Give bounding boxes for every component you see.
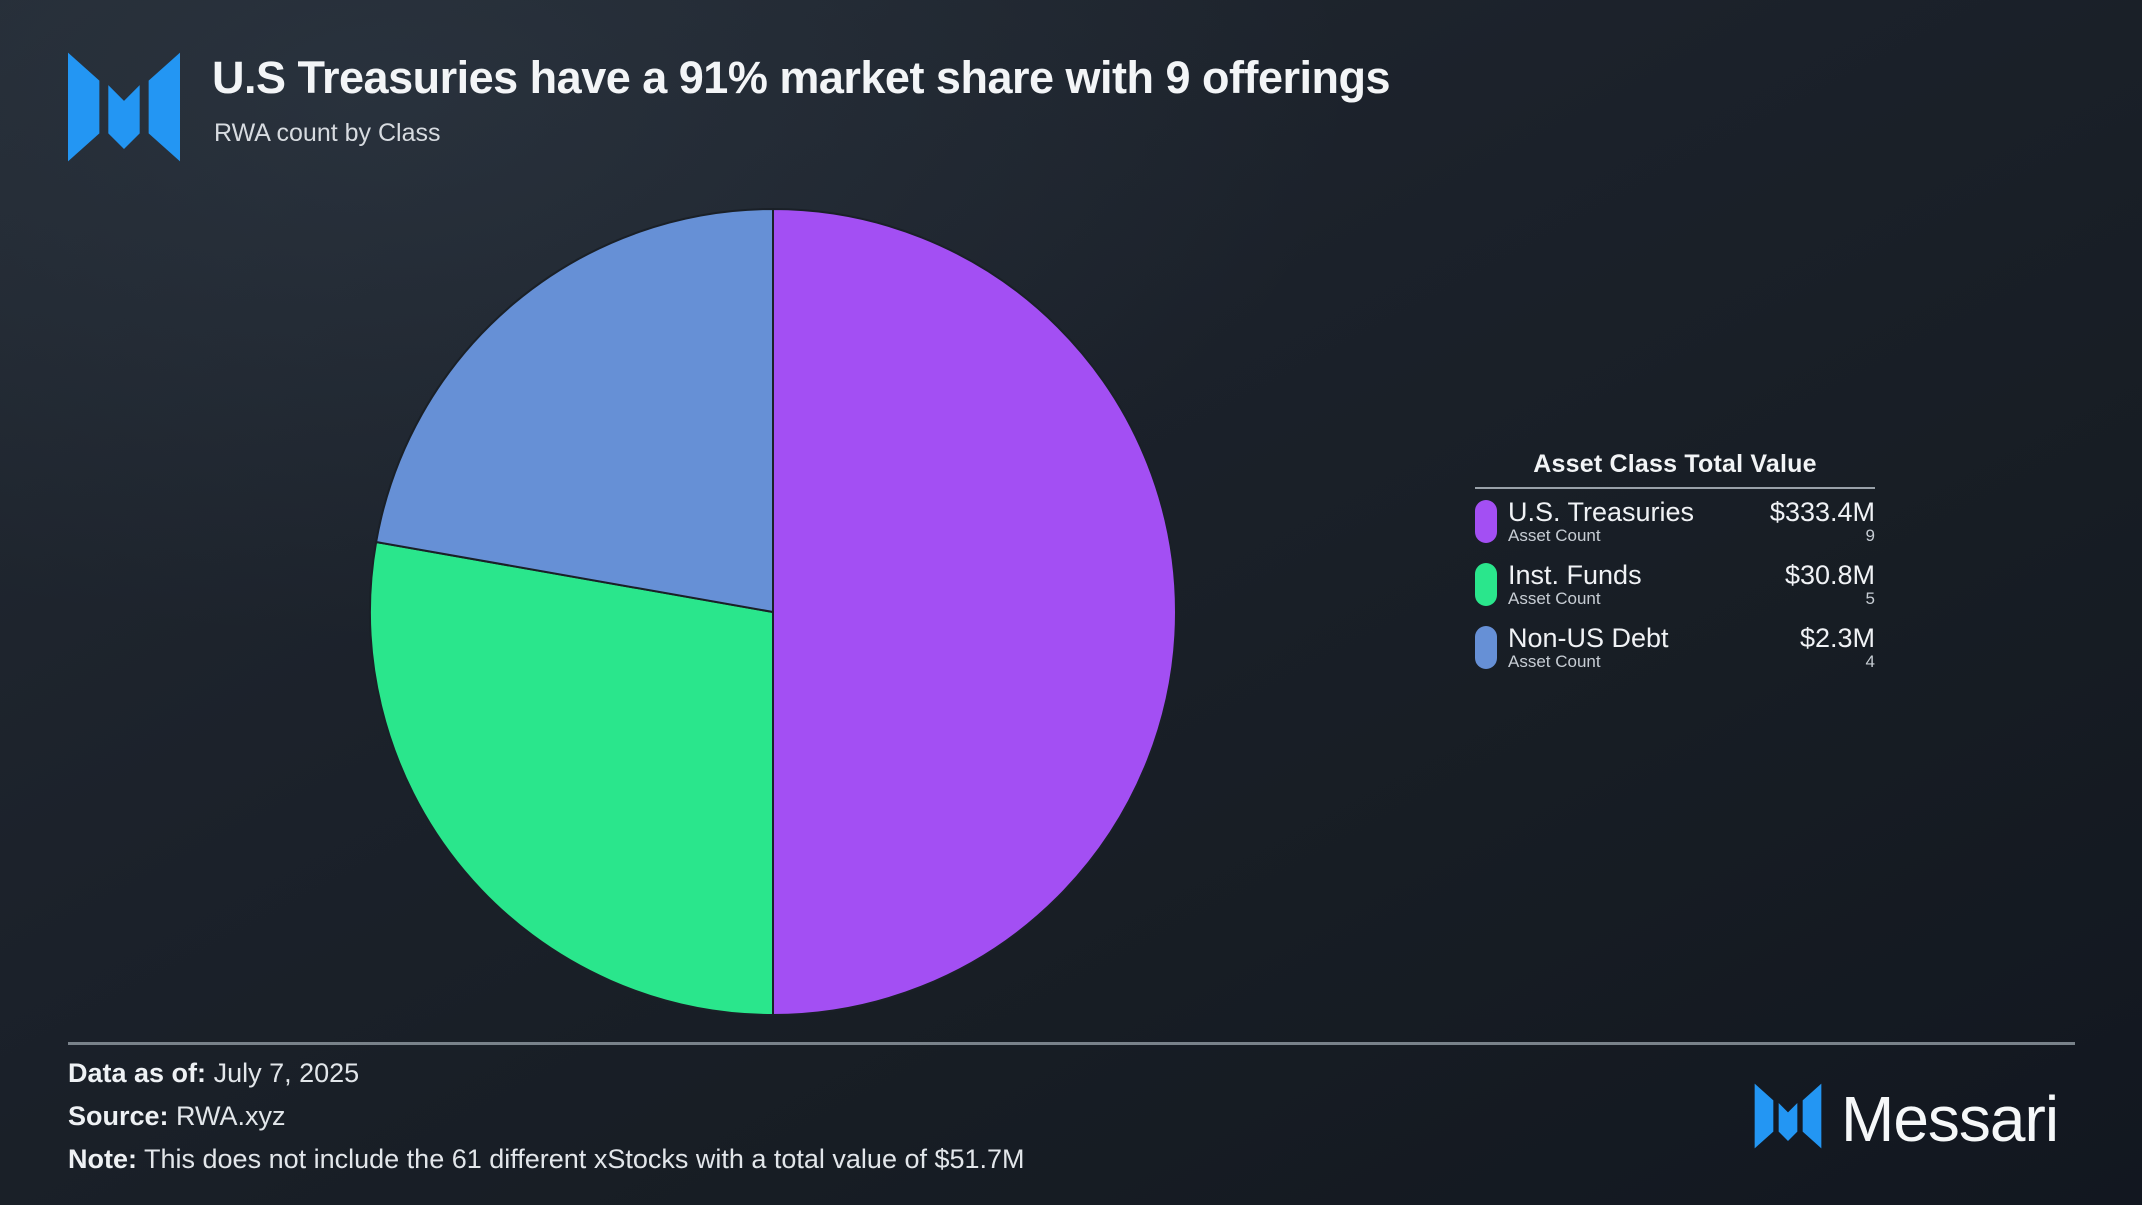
legend-value: $30.8M <box>1784 560 1875 590</box>
page-subtitle: RWA count by Class <box>214 119 441 147</box>
note-line: Note: This does not include the 61 diffe… <box>68 1145 1025 1174</box>
legend-count: 9 <box>1865 526 1875 545</box>
legend-row-us-treasuries: U.S. Treasuries $333.4M Asset Count 9 <box>1475 497 1875 545</box>
legend-value: $333.4M <box>1769 497 1875 527</box>
pie-slice-inst-funds <box>369 541 774 1016</box>
legend-count: 5 <box>1865 589 1875 608</box>
legend-value: $2.3M <box>1799 623 1875 653</box>
messari-logo-icon <box>1751 1081 1825 1156</box>
messari-brand-footer: Messari <box>1751 1081 2059 1156</box>
legend-row-non-us-debt: Non-US Debt $2.3M Asset Count 4 <box>1475 623 1875 671</box>
pie-slice-non-us-debt <box>375 208 774 613</box>
data-as-of-value: July 7, 2025 <box>213 1058 360 1088</box>
legend-rows: U.S. Treasuries $333.4M Asset Count 9 In… <box>1475 497 1875 671</box>
page-title: U.S Treasuries have a 91% market share w… <box>212 52 1391 103</box>
data-as-of-label: Data as of: <box>68 1058 207 1088</box>
legend-sublabel: Asset Count <box>1508 652 1601 671</box>
messari-logo-icon <box>68 48 180 166</box>
legend: Asset Class Total Value U.S. Treasuries … <box>1475 450 1875 686</box>
data-as-of-line: Data as of: July 7, 2025 <box>68 1059 1025 1088</box>
legend-count: 4 <box>1865 652 1875 671</box>
footer-divider <box>68 1042 2075 1045</box>
note-value: This does not include the 61 different x… <box>144 1144 1025 1174</box>
legend-swatch-inst-funds <box>1475 563 1497 606</box>
header: U.S Treasuries have a 91% market share w… <box>212 52 1391 148</box>
legend-swatch-us-treasuries <box>1475 500 1497 543</box>
source-label: Source: <box>68 1101 169 1131</box>
legend-swatch-non-us-debt <box>1475 626 1497 669</box>
source-value: RWA.xyz <box>176 1101 286 1131</box>
pie-slice-u-s-treasuries <box>772 208 1177 1016</box>
legend-label: Non-US Debt <box>1508 623 1669 653</box>
legend-label: Inst. Funds <box>1508 560 1642 590</box>
pie-chart-container <box>358 197 1188 1027</box>
source-line: Source: RWA.xyz <box>68 1102 1025 1131</box>
legend-sublabel: Asset Count <box>1508 526 1601 545</box>
messari-wordmark: Messari <box>1841 1082 2059 1155</box>
legend-label: U.S. Treasuries <box>1508 497 1695 527</box>
footer-notes: Data as of: July 7, 2025 Source: RWA.xyz… <box>68 1059 1025 1174</box>
legend-title: Asset Class Total Value <box>1475 450 1875 489</box>
pie-chart <box>369 208 1177 1016</box>
note-label: Note: <box>68 1144 137 1174</box>
legend-row-inst-funds: Inst. Funds $30.8M Asset Count 5 <box>1475 560 1875 608</box>
legend-sublabel: Asset Count <box>1508 589 1601 608</box>
